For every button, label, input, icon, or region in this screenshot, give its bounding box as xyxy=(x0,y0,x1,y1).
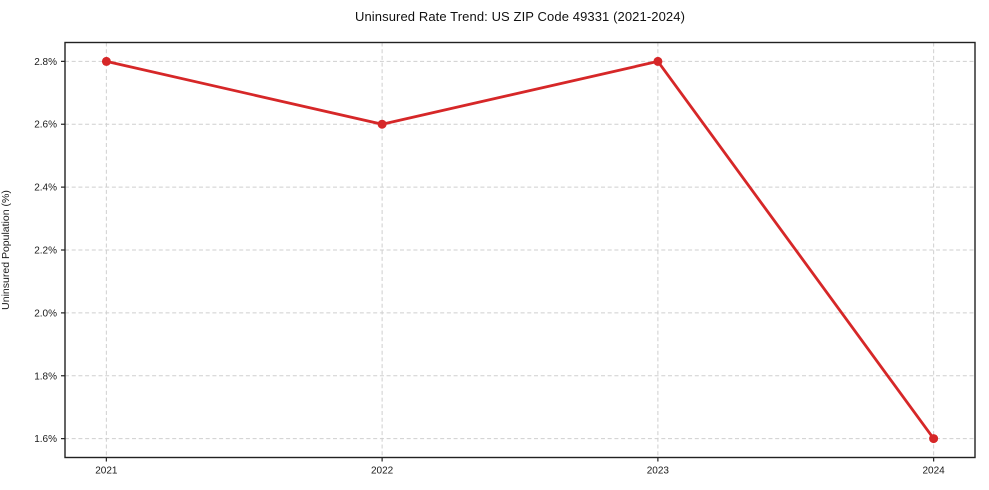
data-point xyxy=(377,119,387,129)
y-tick-label: 1.8% xyxy=(34,371,57,382)
x-tick-label: 2024 xyxy=(923,466,946,477)
data-point xyxy=(929,434,939,444)
chart-title: Uninsured Rate Trend: US ZIP Code 49331 … xyxy=(354,9,686,24)
y-tick-label: 2.6% xyxy=(34,120,57,131)
y-tick-label: 2.8% xyxy=(34,57,57,68)
y-tick-label: 2.0% xyxy=(34,308,57,319)
x-tick-label: 2022 xyxy=(371,466,394,477)
data-point xyxy=(101,56,111,66)
x-tick-label: 2023 xyxy=(647,466,670,477)
y-tick-label: 2.4% xyxy=(34,183,57,194)
x-tick-label: 2021 xyxy=(95,466,118,477)
trend-line xyxy=(105,60,935,440)
y-tick-label: 1.6% xyxy=(34,434,57,445)
data-point xyxy=(653,56,663,66)
y-tick-label: 2.2% xyxy=(34,246,57,257)
